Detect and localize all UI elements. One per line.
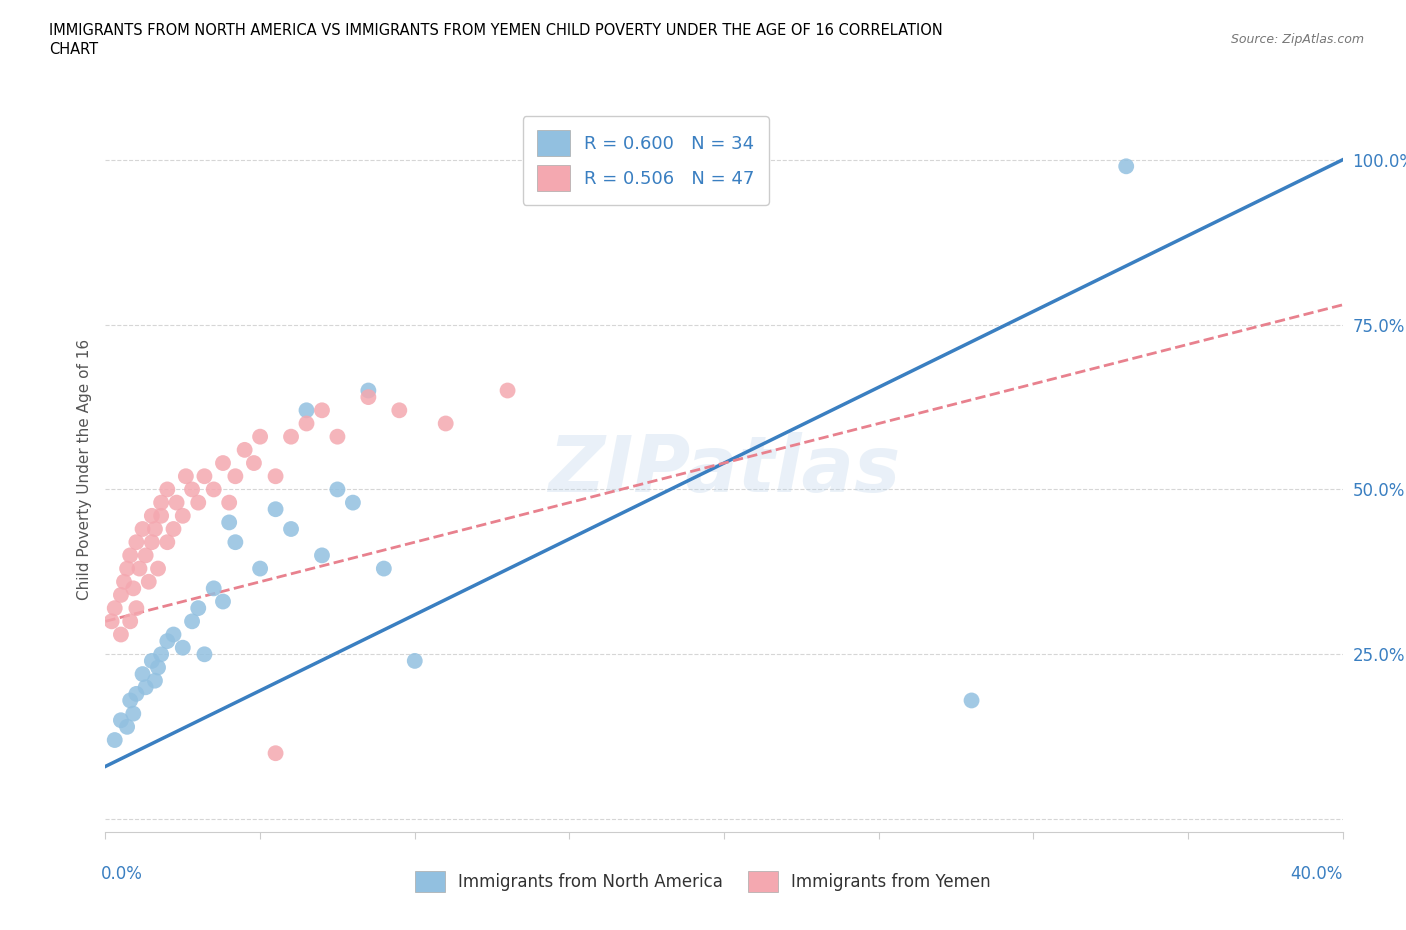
Point [280,430,302,445]
Text: Source: ZipAtlas.com: Source: ZipAtlas.com [1230,33,1364,46]
Point [187,495,209,510]
Point [1115,159,1137,174]
Point [172,640,194,655]
Point [141,535,163,550]
Point [249,561,271,576]
Point [311,403,333,418]
Point [162,522,184,537]
Point [156,482,179,497]
Point [172,509,194,524]
Point [128,561,150,576]
Point [138,575,160,590]
Point [120,614,142,629]
Point [135,548,157,563]
Point [125,601,148,616]
Point [280,522,302,537]
Point [326,482,349,497]
Point [202,581,225,596]
Point [122,581,145,596]
Point [115,561,138,576]
Point [122,706,145,721]
Point [218,495,240,510]
Point [434,416,457,431]
Point [295,416,318,431]
Point [143,522,166,537]
Point [388,403,411,418]
Point [342,495,364,510]
Point [125,686,148,701]
Text: ZIPatlas: ZIPatlas [548,432,900,508]
Point [156,633,179,648]
Point [249,430,271,445]
Point [181,482,204,497]
Point [141,509,163,524]
Point [131,667,153,682]
Point [264,469,287,484]
Point [156,535,179,550]
Point [373,561,395,576]
Point [181,614,204,629]
Text: 0.0%: 0.0% [101,865,143,883]
Point [224,535,246,550]
Point [311,548,333,563]
Point [104,733,127,748]
Point [174,469,197,484]
Point [131,522,153,537]
Point [100,614,122,629]
Point [166,495,188,510]
Point [357,383,380,398]
Point [496,383,519,398]
Point [120,548,142,563]
Point [110,712,132,727]
Point [326,430,349,445]
Y-axis label: Child Poverty Under the Age of 16: Child Poverty Under the Age of 16 [76,339,91,600]
Point [135,680,157,695]
Point [960,693,983,708]
Point [202,482,225,497]
Point [187,601,209,616]
Point [295,403,318,418]
Point [115,720,138,735]
Point [212,456,235,471]
Point [143,673,166,688]
Point [233,443,256,458]
Point [212,594,235,609]
Point [162,627,184,642]
Point [150,495,173,510]
Point [146,561,169,576]
Point [264,746,287,761]
Point [150,509,173,524]
Point [120,693,142,708]
Text: CHART: CHART [49,42,98,57]
Legend: R = 0.600   N = 34, R = 0.506   N = 47: R = 0.600 N = 34, R = 0.506 N = 47 [523,116,769,205]
Point [357,390,380,405]
Point [110,588,132,603]
Text: IMMIGRANTS FROM NORTH AMERICA VS IMMIGRANTS FROM YEMEN CHILD POVERTY UNDER THE A: IMMIGRANTS FROM NORTH AMERICA VS IMMIGRA… [49,23,943,38]
Point [218,515,240,530]
Text: 40.0%: 40.0% [1291,865,1343,883]
Point [141,654,163,669]
Point [110,627,132,642]
Point [125,535,148,550]
Point [264,502,287,517]
Point [243,456,266,471]
Point [146,660,169,675]
Point [193,647,215,662]
Point [112,575,135,590]
Point [224,469,246,484]
Point [150,647,173,662]
Point [404,654,426,669]
Point [193,469,215,484]
Point [104,601,127,616]
Legend: Immigrants from North America, Immigrants from Yemen: Immigrants from North America, Immigrant… [408,865,998,898]
